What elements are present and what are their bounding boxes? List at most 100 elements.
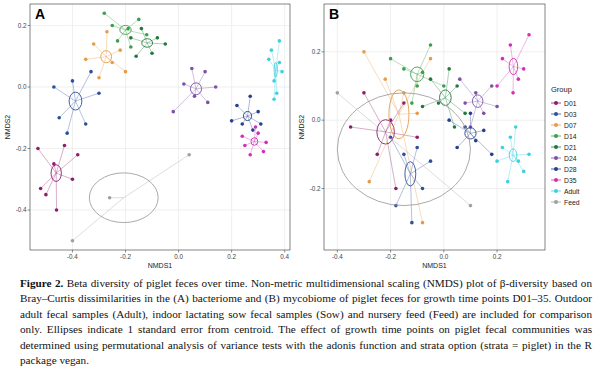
- grid-line: [178, 4, 179, 250]
- spider-line: [254, 141, 263, 151]
- point: [110, 61, 114, 65]
- tick-label: -0.2: [16, 145, 27, 152]
- spider-line: [110, 197, 124, 198]
- series: D07: [84, 30, 127, 80]
- plot-frame: [30, 4, 290, 250]
- spider-line: [54, 87, 76, 101]
- point: [453, 125, 457, 129]
- se-ellipse: [51, 165, 61, 182]
- grid-line: [324, 51, 545, 52]
- point: [402, 153, 406, 157]
- point: [92, 42, 96, 46]
- spider-line: [242, 136, 254, 141]
- caption-text: Beta diversity of piglet feces over time…: [20, 277, 592, 366]
- legend: GroupD01D03D07D14D21D24D28D35AdultFeed: [551, 85, 580, 206]
- point: [402, 67, 406, 71]
- point: [474, 139, 478, 143]
- point: [267, 58, 271, 62]
- point: [134, 54, 138, 58]
- se-ellipse: [190, 83, 201, 95]
- point: [421, 187, 425, 191]
- spider-line: [124, 155, 189, 198]
- point: [495, 105, 499, 109]
- point: [57, 116, 61, 120]
- series: Adult: [267, 39, 284, 101]
- point: [421, 221, 425, 225]
- point: [410, 221, 414, 225]
- data-area: D01D03D07D14D21D24D28D35AdultFeed: [36, 11, 284, 242]
- series: D24: [458, 77, 499, 128]
- tick-label: 0.2: [312, 48, 321, 55]
- spider-line: [99, 57, 106, 78]
- tick-label: -0.2: [120, 253, 131, 260]
- point: [150, 51, 154, 55]
- tick-label: 0.4: [280, 253, 289, 260]
- point: [145, 33, 149, 37]
- se-ellipse: [389, 90, 409, 139]
- point: [415, 146, 419, 150]
- point: [506, 180, 510, 184]
- se-ellipse: [274, 62, 277, 76]
- series: D28: [230, 94, 263, 131]
- tick-label: 0.2: [493, 253, 502, 260]
- tick-label: 0.2: [18, 22, 27, 29]
- point: [124, 70, 128, 74]
- legend-label: D24: [564, 155, 577, 162]
- se-ellipse: [509, 58, 518, 74]
- point: [256, 110, 260, 114]
- legend-label: D03: [564, 111, 577, 118]
- legend-label: D07: [564, 122, 577, 129]
- point: [97, 76, 101, 80]
- spider-line: [470, 113, 471, 133]
- point: [463, 101, 467, 105]
- spider-line: [131, 38, 147, 43]
- spider-line: [478, 86, 492, 101]
- se-ellipse: [472, 95, 482, 107]
- point: [39, 187, 43, 191]
- spider-line: [412, 74, 417, 103]
- point: [490, 153, 494, 157]
- spider-line: [513, 155, 524, 171]
- point: [495, 159, 499, 163]
- grid-line: [497, 4, 498, 250]
- data-area: D01D03D07D14D21D24D28D35AdultFeed: [336, 33, 531, 225]
- se-ellipse: [509, 149, 517, 162]
- spider-line: [391, 59, 418, 75]
- plot-background: [30, 4, 290, 250]
- spider-line: [276, 41, 280, 70]
- point: [108, 196, 112, 200]
- point: [490, 84, 494, 88]
- point: [469, 204, 473, 208]
- point: [76, 153, 80, 157]
- spider-line: [478, 101, 497, 106]
- spider-line: [254, 127, 255, 141]
- caption-label: Figure 2.: [20, 277, 63, 289]
- grid-line: [125, 4, 126, 250]
- se-ellipse: [142, 39, 153, 48]
- legend-marker: [554, 156, 558, 160]
- point: [52, 162, 56, 166]
- point: [206, 101, 210, 105]
- point: [230, 119, 234, 123]
- spider-line: [465, 101, 478, 103]
- se-ellipse: [337, 93, 470, 206]
- point: [243, 144, 247, 148]
- point: [55, 208, 59, 212]
- grid-line: [30, 87, 290, 88]
- point: [421, 71, 425, 75]
- point: [501, 146, 505, 150]
- legend-title: Group: [551, 85, 572, 94]
- figure: -0.4-0.20.00.20.4-0.4-0.20.00.2D01D03D07…: [0, 0, 600, 272]
- spider-line: [513, 35, 529, 67]
- point: [129, 45, 133, 49]
- spider-line: [445, 98, 465, 114]
- point: [44, 193, 48, 197]
- point: [65, 131, 69, 135]
- spider-line: [410, 148, 417, 174]
- spider-line: [410, 174, 412, 223]
- spider-line: [192, 69, 196, 89]
- point: [272, 79, 276, 83]
- spider-line: [94, 44, 107, 57]
- tick-label: 0.0: [439, 253, 448, 260]
- point: [429, 77, 433, 81]
